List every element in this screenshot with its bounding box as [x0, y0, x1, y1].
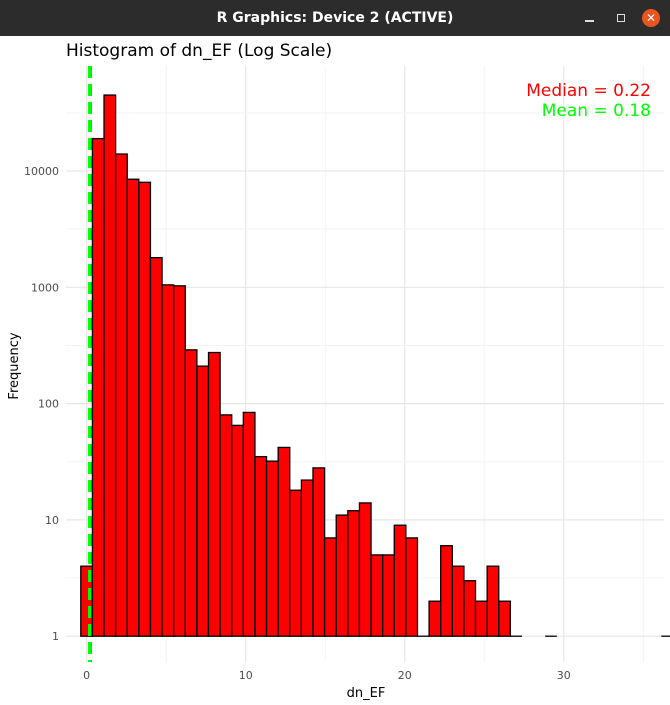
histogram-bar	[196, 365, 210, 637]
histogram-bar	[440, 545, 453, 637]
histogram-bar	[207, 351, 221, 637]
histogram-bar	[289, 489, 303, 637]
histogram-bar	[405, 537, 419, 637]
histogram-bar	[498, 600, 512, 637]
mean-annotation: Mean = 0.18	[542, 101, 651, 121]
histogram-bar	[103, 94, 117, 637]
histogram-bar	[173, 285, 186, 637]
histogram-bar	[382, 554, 395, 637]
x-tick-label: 30	[557, 669, 571, 682]
histogram-bar	[91, 137, 105, 637]
reference-lines	[88, 66, 92, 662]
histogram-bar	[149, 256, 163, 637]
histogram-bar	[219, 414, 233, 637]
histogram-bar	[393, 524, 407, 637]
x-axis-ticks: 0 10 20 30	[83, 669, 571, 682]
histogram-bar	[300, 479, 314, 637]
maximize-button[interactable]	[612, 9, 630, 27]
x-tick-label: 0	[83, 669, 90, 682]
minimize-button[interactable]	[580, 9, 598, 27]
maximize-icon	[617, 14, 625, 22]
histogram-bar	[265, 460, 279, 637]
histogram-bar	[474, 600, 488, 637]
histogram-bar	[323, 537, 337, 637]
y-tick-label: 100	[38, 398, 59, 411]
y-tick-label: 1	[52, 630, 59, 643]
histogram-bars	[80, 94, 670, 637]
minimize-icon	[584, 20, 594, 22]
histogram-bar	[463, 580, 477, 637]
close-button[interactable]: ✕	[642, 9, 660, 27]
histogram-bar	[126, 178, 140, 637]
histogram-bar	[254, 455, 268, 637]
x-tick-label: 10	[239, 669, 253, 682]
histogram-bar	[277, 446, 291, 637]
y-tick-label: 1000	[31, 281, 59, 294]
y-axis-ticks: 1 10 100 1000 10000	[24, 165, 59, 643]
close-icon: ✕	[645, 11, 657, 25]
window-title: R Graphics: Device 2 (ACTIVE)	[216, 10, 454, 26]
histogram-chart: 0 10 20 30 1 10 100 1000 10000 Histogram of dn_…	[0, 36, 670, 705]
histogram-bar	[428, 600, 442, 637]
histogram-bar	[312, 467, 326, 637]
y-tick-label: 10000	[24, 165, 59, 178]
histogram-bar	[358, 502, 372, 637]
histogram-bar	[242, 411, 256, 637]
histogram-bar	[184, 349, 198, 637]
y-axis-title: Frequency	[7, 332, 22, 399]
histogram-bar	[161, 284, 175, 637]
histogram-bar	[231, 424, 244, 637]
histogram-bar	[335, 514, 349, 637]
chart-title: Histogram of dn_EF (Log Scale)	[66, 41, 332, 61]
histogram-bar	[451, 565, 465, 637]
median-annotation: Median = 0.22	[526, 81, 651, 101]
window-titlebar: R Graphics: Device 2 (ACTIVE) ✕	[0, 0, 670, 36]
histogram-bar	[138, 181, 152, 637]
y-tick-label: 10	[45, 514, 59, 527]
histogram-bar	[486, 565, 500, 637]
x-axis-title: dn_EF	[347, 686, 386, 701]
x-tick-label: 20	[398, 669, 412, 682]
histogram-bar	[347, 510, 361, 637]
histogram-bar	[114, 153, 128, 637]
histogram-bar	[370, 554, 384, 637]
